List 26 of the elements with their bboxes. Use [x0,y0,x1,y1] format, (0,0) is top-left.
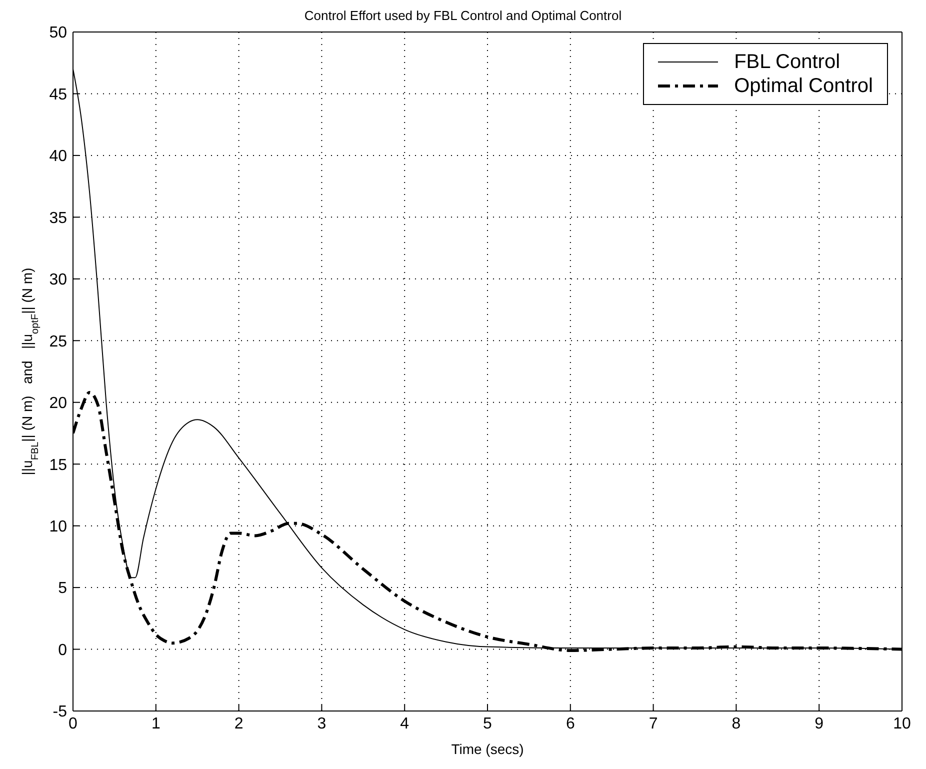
x-tick-label: 1 [151,715,160,732]
x-tick-label: 6 [566,715,575,732]
y-tick-label: 45 [49,86,68,104]
y-tick-label: 20 [49,395,68,412]
legend-label: FBL Control [734,50,840,74]
y-tick-label: 10 [49,518,68,536]
y-tick-label: 5 [58,580,68,598]
x-tick-label: 9 [814,715,824,732]
y-tick-label: 35 [49,210,68,227]
x-tick-label: 7 [648,715,658,732]
y-tick-label: 30 [49,272,68,289]
x-tick-label: 8 [732,715,741,732]
chart-title: Control Effort used by FBL Control and Optimal Control [303,8,623,25]
y-tick-label: 25 [49,333,68,350]
x-tick-label: 3 [317,715,326,732]
y-tick-label: 40 [49,148,68,166]
y-tick-label: 15 [49,456,68,474]
y-tick-label: 0 [58,642,68,659]
y-tick-label: 50 [49,24,68,42]
x-axis-title: Time (secs) [451,741,524,757]
x-tick-label: 2 [234,715,244,732]
y-tick-label: -5 [52,704,68,721]
x-tick-label: 5 [483,715,492,732]
x-tick-label: 4 [400,715,410,732]
x-tick-label: 10 [893,715,911,732]
legend-label: Optimal Control [734,74,873,98]
